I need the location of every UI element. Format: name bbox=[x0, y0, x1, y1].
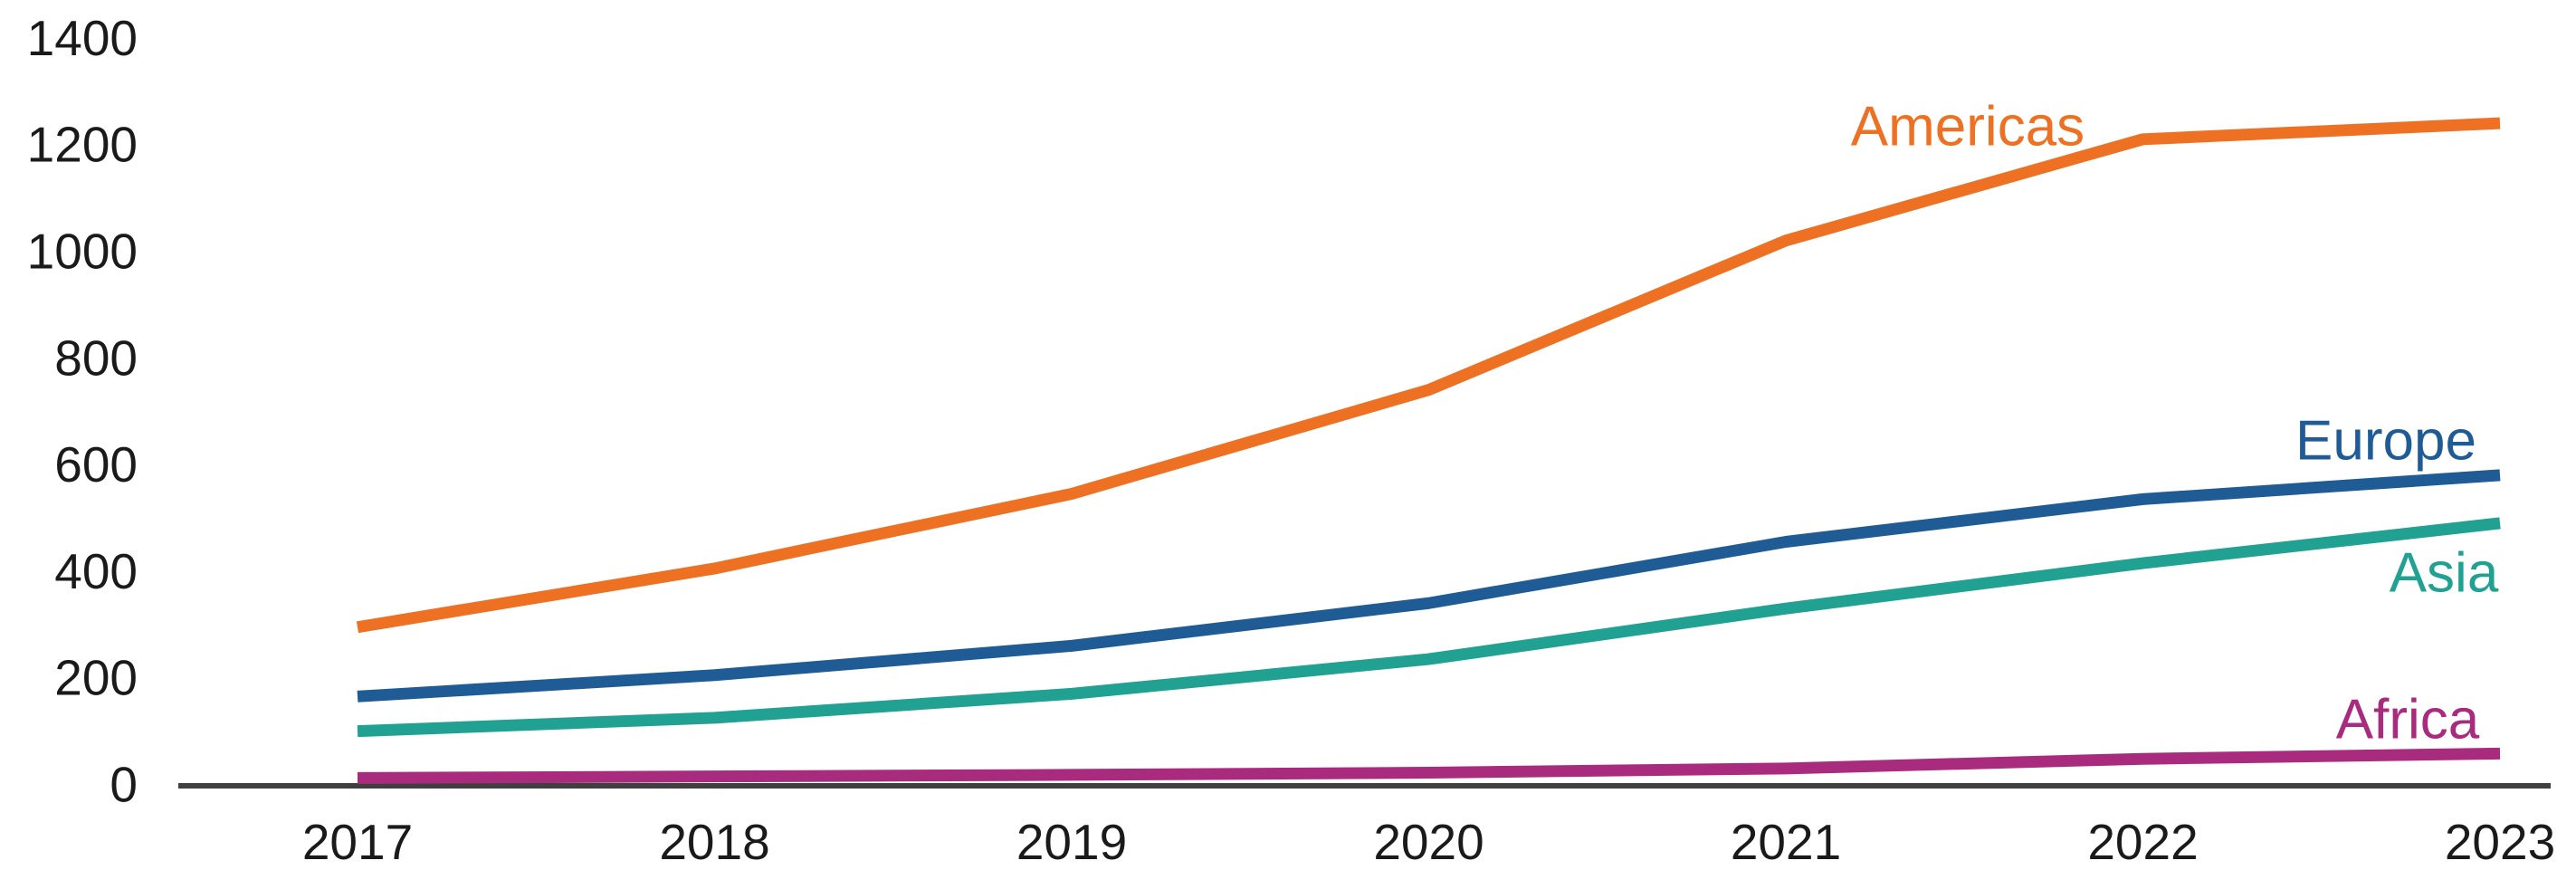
y-axis-tick-label: 800 bbox=[54, 330, 138, 386]
x-axis-tick-label: 2019 bbox=[1016, 814, 1127, 870]
y-axis-tick-label: 200 bbox=[54, 650, 138, 706]
series-label-asia: Asia bbox=[2390, 542, 2499, 605]
x-axis-tick-label: 2020 bbox=[1373, 814, 1484, 870]
y-axis-tick-label: 600 bbox=[54, 436, 138, 492]
x-axis-tick-label: 2022 bbox=[2087, 814, 2198, 870]
y-axis-tick-label: 1400 bbox=[27, 10, 138, 66]
y-axis-tick-label: 0 bbox=[110, 757, 138, 813]
y-axis-tick-label: 1000 bbox=[27, 224, 138, 280]
series-label-africa: Africa bbox=[2336, 689, 2480, 751]
y-axis-tick-labels: 0 200 400 600 800 1000 1200 1400 bbox=[27, 10, 138, 813]
series-line-europe bbox=[357, 469, 2501, 703]
series-label-europe: Europe bbox=[2295, 410, 2476, 473]
x-axis-tick-label: 2021 bbox=[1731, 814, 1841, 870]
y-axis-tick-label: 1200 bbox=[27, 117, 138, 173]
y-axis-tick-label: 400 bbox=[54, 543, 138, 599]
series-line-africa bbox=[357, 747, 2501, 784]
series-line-americas bbox=[356, 117, 2501, 634]
series-labels: Americas Europe Asia Africa bbox=[1851, 96, 2499, 751]
x-axis-tick-label: 2017 bbox=[302, 814, 413, 870]
series-line-asia bbox=[357, 517, 2501, 738]
x-axis-tick-label: 2018 bbox=[659, 814, 769, 870]
x-axis-tick-labels: 2017 2018 2019 2020 2021 2022 2023 bbox=[302, 814, 2555, 870]
x-axis-tick-label: 2023 bbox=[2445, 814, 2555, 870]
series-label-americas: Americas bbox=[1851, 96, 2085, 158]
series-lines bbox=[356, 117, 2501, 784]
